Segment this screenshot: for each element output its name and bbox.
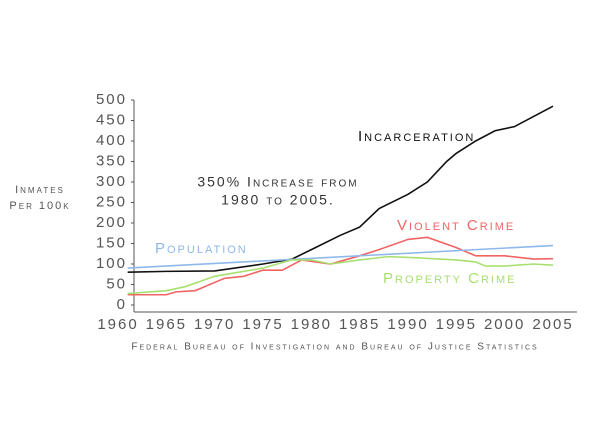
y-tick-label: 400 [96, 132, 127, 149]
y-tick-label: 100 [96, 255, 127, 272]
x-tick-label: 2000 [484, 316, 525, 333]
x-tick-label: 1965 [146, 316, 187, 333]
annotation: 350% Increase from [197, 174, 358, 190]
y-tick-label: 300 [96, 173, 127, 190]
y-tick-label: 0 [117, 296, 127, 313]
legend-label: Violent Crime [397, 217, 515, 234]
source: Federal Bureau of Investigation and Bure… [131, 342, 538, 353]
x-tick-label: 2005 [532, 316, 573, 333]
y-tick-label: 50 [106, 275, 127, 292]
x-tick-label: 1970 [194, 316, 235, 333]
x-tick-label: 1960 [97, 316, 138, 333]
series-line [127, 236, 554, 296]
y-label: Inmates [15, 184, 65, 196]
x-tick-label: 1980 [291, 316, 332, 333]
x-tick-label: 1990 [387, 316, 428, 333]
y-tick-label: 500 [96, 91, 127, 108]
x-tick-label: 1975 [242, 316, 283, 333]
y-tick-label: 200 [96, 214, 127, 231]
annotation: 1980 to 2005. [221, 192, 335, 208]
x-tick-label: 1985 [339, 316, 380, 333]
legend-label: Population [155, 240, 248, 257]
y-tick-label: 450 [96, 111, 127, 128]
series-line [127, 105, 554, 273]
y-tick-label: 150 [96, 234, 127, 251]
y-tick-label: 250 [96, 193, 127, 210]
y-tick-label: 350 [96, 152, 127, 169]
series-line [127, 255, 554, 295]
legend-label: Incarceration [358, 128, 475, 145]
series-line [127, 244, 554, 269]
x-tick-label: 1995 [436, 316, 477, 333]
legend-label: Property Crime [383, 270, 516, 287]
y-label: Per 100k [9, 200, 70, 212]
